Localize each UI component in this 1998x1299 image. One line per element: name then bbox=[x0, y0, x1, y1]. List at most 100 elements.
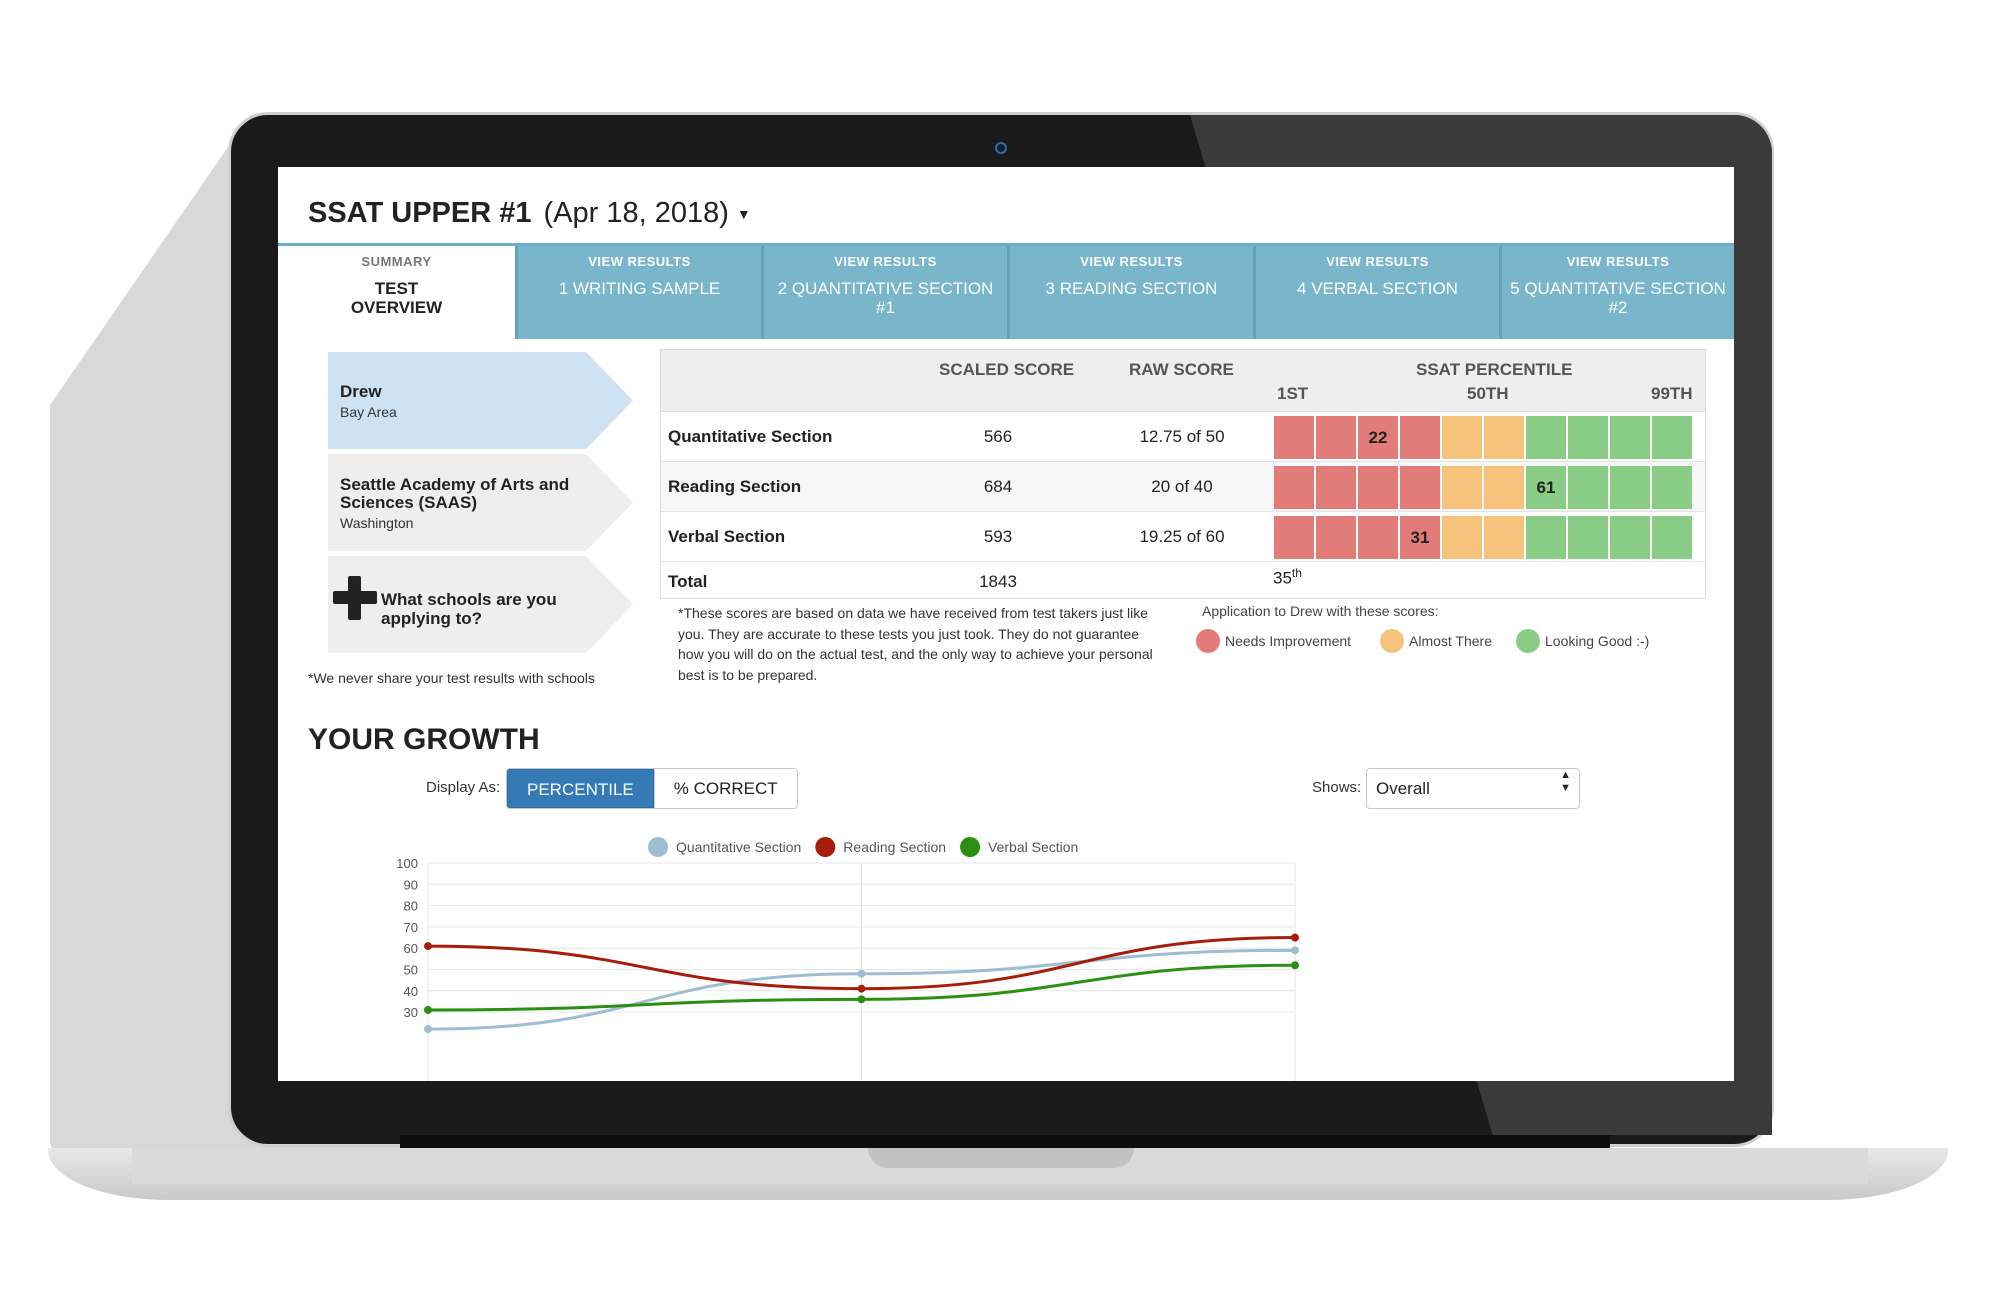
shows-select-value: Overall bbox=[1376, 779, 1430, 798]
percentile-cell bbox=[1568, 416, 1608, 459]
total-scaled-score: 1843 bbox=[979, 572, 1017, 591]
section-name: Quantitative Section bbox=[668, 427, 833, 446]
school-location: Washington bbox=[340, 515, 414, 531]
tab-small-label: VIEW RESULTS bbox=[1080, 254, 1183, 269]
display-as-label: Display As: bbox=[426, 779, 501, 796]
school-card[interactable]: Seattle Academy of Arts and Sciences (SA… bbox=[328, 454, 633, 551]
scaled-score: 566 bbox=[983, 427, 1013, 446]
header-raw-score: RAW SCORE bbox=[1129, 360, 1234, 379]
tab-big-label: 4 VERBAL SECTION bbox=[1297, 279, 1458, 298]
percentile-cell bbox=[1400, 416, 1440, 459]
percentile-cell bbox=[1526, 416, 1566, 459]
add-school-card[interactable] bbox=[328, 556, 633, 653]
data-point bbox=[857, 984, 866, 993]
test-date: (Apr 18, 2018) bbox=[543, 197, 729, 229]
percentile-cell bbox=[1316, 516, 1356, 559]
percentile-cell bbox=[1652, 466, 1692, 509]
raw-score: 20 of 40 bbox=[1151, 477, 1213, 496]
green-dot-icon bbox=[1516, 629, 1540, 653]
y-tick-label: 90 bbox=[404, 877, 418, 892]
scaled-score: 593 bbox=[983, 527, 1013, 546]
total-percentile: 35th bbox=[1273, 566, 1302, 589]
percentile-cell bbox=[1610, 466, 1650, 509]
screen: SSAT UPPER #1 (Apr 18, 2018) ▼ SUMMARY TES… bbox=[278, 167, 1734, 1081]
table-row: Quantitative Section 566 12.75 of 50 22 bbox=[661, 412, 1705, 462]
add-school-label[interactable]: What schools are you applying to? bbox=[381, 590, 557, 628]
plus-icon[interactable] bbox=[333, 576, 377, 620]
raw-score: 19.25 of 60 bbox=[1139, 527, 1225, 546]
percentile-cell bbox=[1484, 466, 1524, 509]
y-tick-label: 60 bbox=[404, 941, 418, 956]
tab-big-label: 3 READING SECTION bbox=[1045, 279, 1218, 298]
percentile-button[interactable]: PERCENTILE bbox=[507, 769, 654, 808]
percentile-cell bbox=[1358, 516, 1398, 559]
header-50th: 50TH bbox=[1467, 384, 1509, 403]
data-point bbox=[857, 995, 866, 1004]
percentile-cell bbox=[1526, 516, 1566, 559]
select-arrows-icon: ▲ ▼ bbox=[1560, 769, 1571, 794]
percentile-cell bbox=[1358, 466, 1398, 509]
tab-verbal[interactable]: VIEW RESULTS 4 VERBAL SECTION bbox=[1256, 246, 1502, 339]
data-point bbox=[424, 942, 432, 951]
percentile-cell bbox=[1274, 466, 1314, 509]
y-tick-label: 70 bbox=[404, 920, 418, 935]
student-card[interactable]: Drew Bay Area bbox=[328, 352, 633, 449]
student-location: Bay Area bbox=[340, 404, 397, 420]
percentile-marker: 31 bbox=[1400, 516, 1440, 559]
tab-writing-sample[interactable]: VIEW RESULTS 1 WRITING SAMPLE bbox=[518, 246, 764, 339]
yellow-dot-icon bbox=[1380, 629, 1404, 653]
percentile-cell bbox=[1568, 466, 1608, 509]
y-tick-label: 80 bbox=[404, 899, 418, 914]
legend-label: Looking Good :-) bbox=[1545, 633, 1650, 649]
school-name: Seattle Academy of Arts and Sciences (SA… bbox=[340, 475, 570, 512]
data-point bbox=[857, 969, 866, 978]
total-row: Total 1843 35th bbox=[661, 562, 1705, 600]
legend-looking-good: Looking Good :-) bbox=[1516, 629, 1649, 653]
data-point bbox=[1291, 933, 1299, 942]
data-point bbox=[1291, 961, 1299, 970]
percentile-cell bbox=[1568, 516, 1608, 559]
test-selector[interactable]: SSAT UPPER #1 (Apr 18, 2018) ▼ bbox=[308, 197, 751, 230]
red-dot-icon bbox=[1196, 629, 1220, 653]
percentile-cell bbox=[1652, 416, 1692, 459]
percentile-bar: 22 bbox=[1274, 416, 1694, 459]
tab-test-overview[interactable]: SUMMARY TEST OVERVIEW bbox=[278, 246, 518, 339]
scaled-score: 684 bbox=[983, 477, 1013, 496]
display-toggle: PERCENTILE % CORRECT bbox=[506, 768, 798, 809]
caret-down-icon[interactable]: ▼ bbox=[736, 206, 751, 223]
camera-icon bbox=[995, 142, 1007, 154]
tab-small-label: VIEW RESULTS bbox=[834, 254, 937, 269]
percentile-cell bbox=[1652, 516, 1692, 559]
total-label: Total bbox=[668, 572, 708, 591]
percentile-cell bbox=[1442, 516, 1482, 559]
legend-label: Quantitative Section bbox=[676, 839, 801, 855]
shows-select[interactable]: Overall ▲ ▼ bbox=[1366, 768, 1580, 809]
percentile-cell bbox=[1442, 416, 1482, 459]
percentile-marker: 61 bbox=[1526, 466, 1566, 509]
percentile-cell bbox=[1610, 516, 1650, 559]
percent-correct-button[interactable]: % CORRECT bbox=[653, 769, 797, 808]
privacy-note: *We never share your test results with s… bbox=[308, 670, 595, 686]
legend-title: Application to Drew with these scores: bbox=[1202, 603, 1439, 619]
laptop-notch bbox=[868, 1148, 1134, 1168]
legend-marker bbox=[960, 837, 981, 857]
tab-quantitative-1[interactable]: VIEW RESULTS 2 QUANTITATIVE SECTION #1 bbox=[764, 246, 1010, 339]
percentile-bar: 31 bbox=[1274, 516, 1694, 559]
total-percentile-value: 35 bbox=[1273, 568, 1292, 588]
percentile-cell bbox=[1316, 466, 1356, 509]
header-99th: 99TH bbox=[1651, 384, 1693, 403]
header-scaled-score: SCALED SCORE bbox=[939, 360, 1075, 379]
raw-score: 12.75 of 50 bbox=[1139, 427, 1225, 446]
table-row: Verbal Section 593 19.25 of 60 31 bbox=[661, 512, 1705, 562]
percentile-cell bbox=[1316, 416, 1356, 459]
total-percentile-suffix: th bbox=[1291, 566, 1302, 580]
tab-reading[interactable]: VIEW RESULTS 3 READING SECTION bbox=[1010, 246, 1256, 339]
tab-small-label: VIEW RESULTS bbox=[1566, 254, 1670, 269]
tab-quantitative-2[interactable]: VIEW RESULTS 5 QUANTITATIVE SECTION #2 bbox=[1502, 246, 1734, 339]
percentile-cell bbox=[1400, 466, 1440, 509]
shows-label: Shows: bbox=[1312, 779, 1362, 796]
percentile-cell bbox=[1484, 416, 1524, 459]
y-tick-label: 100 bbox=[396, 856, 418, 871]
legend-almost-there: Almost There bbox=[1380, 629, 1492, 653]
